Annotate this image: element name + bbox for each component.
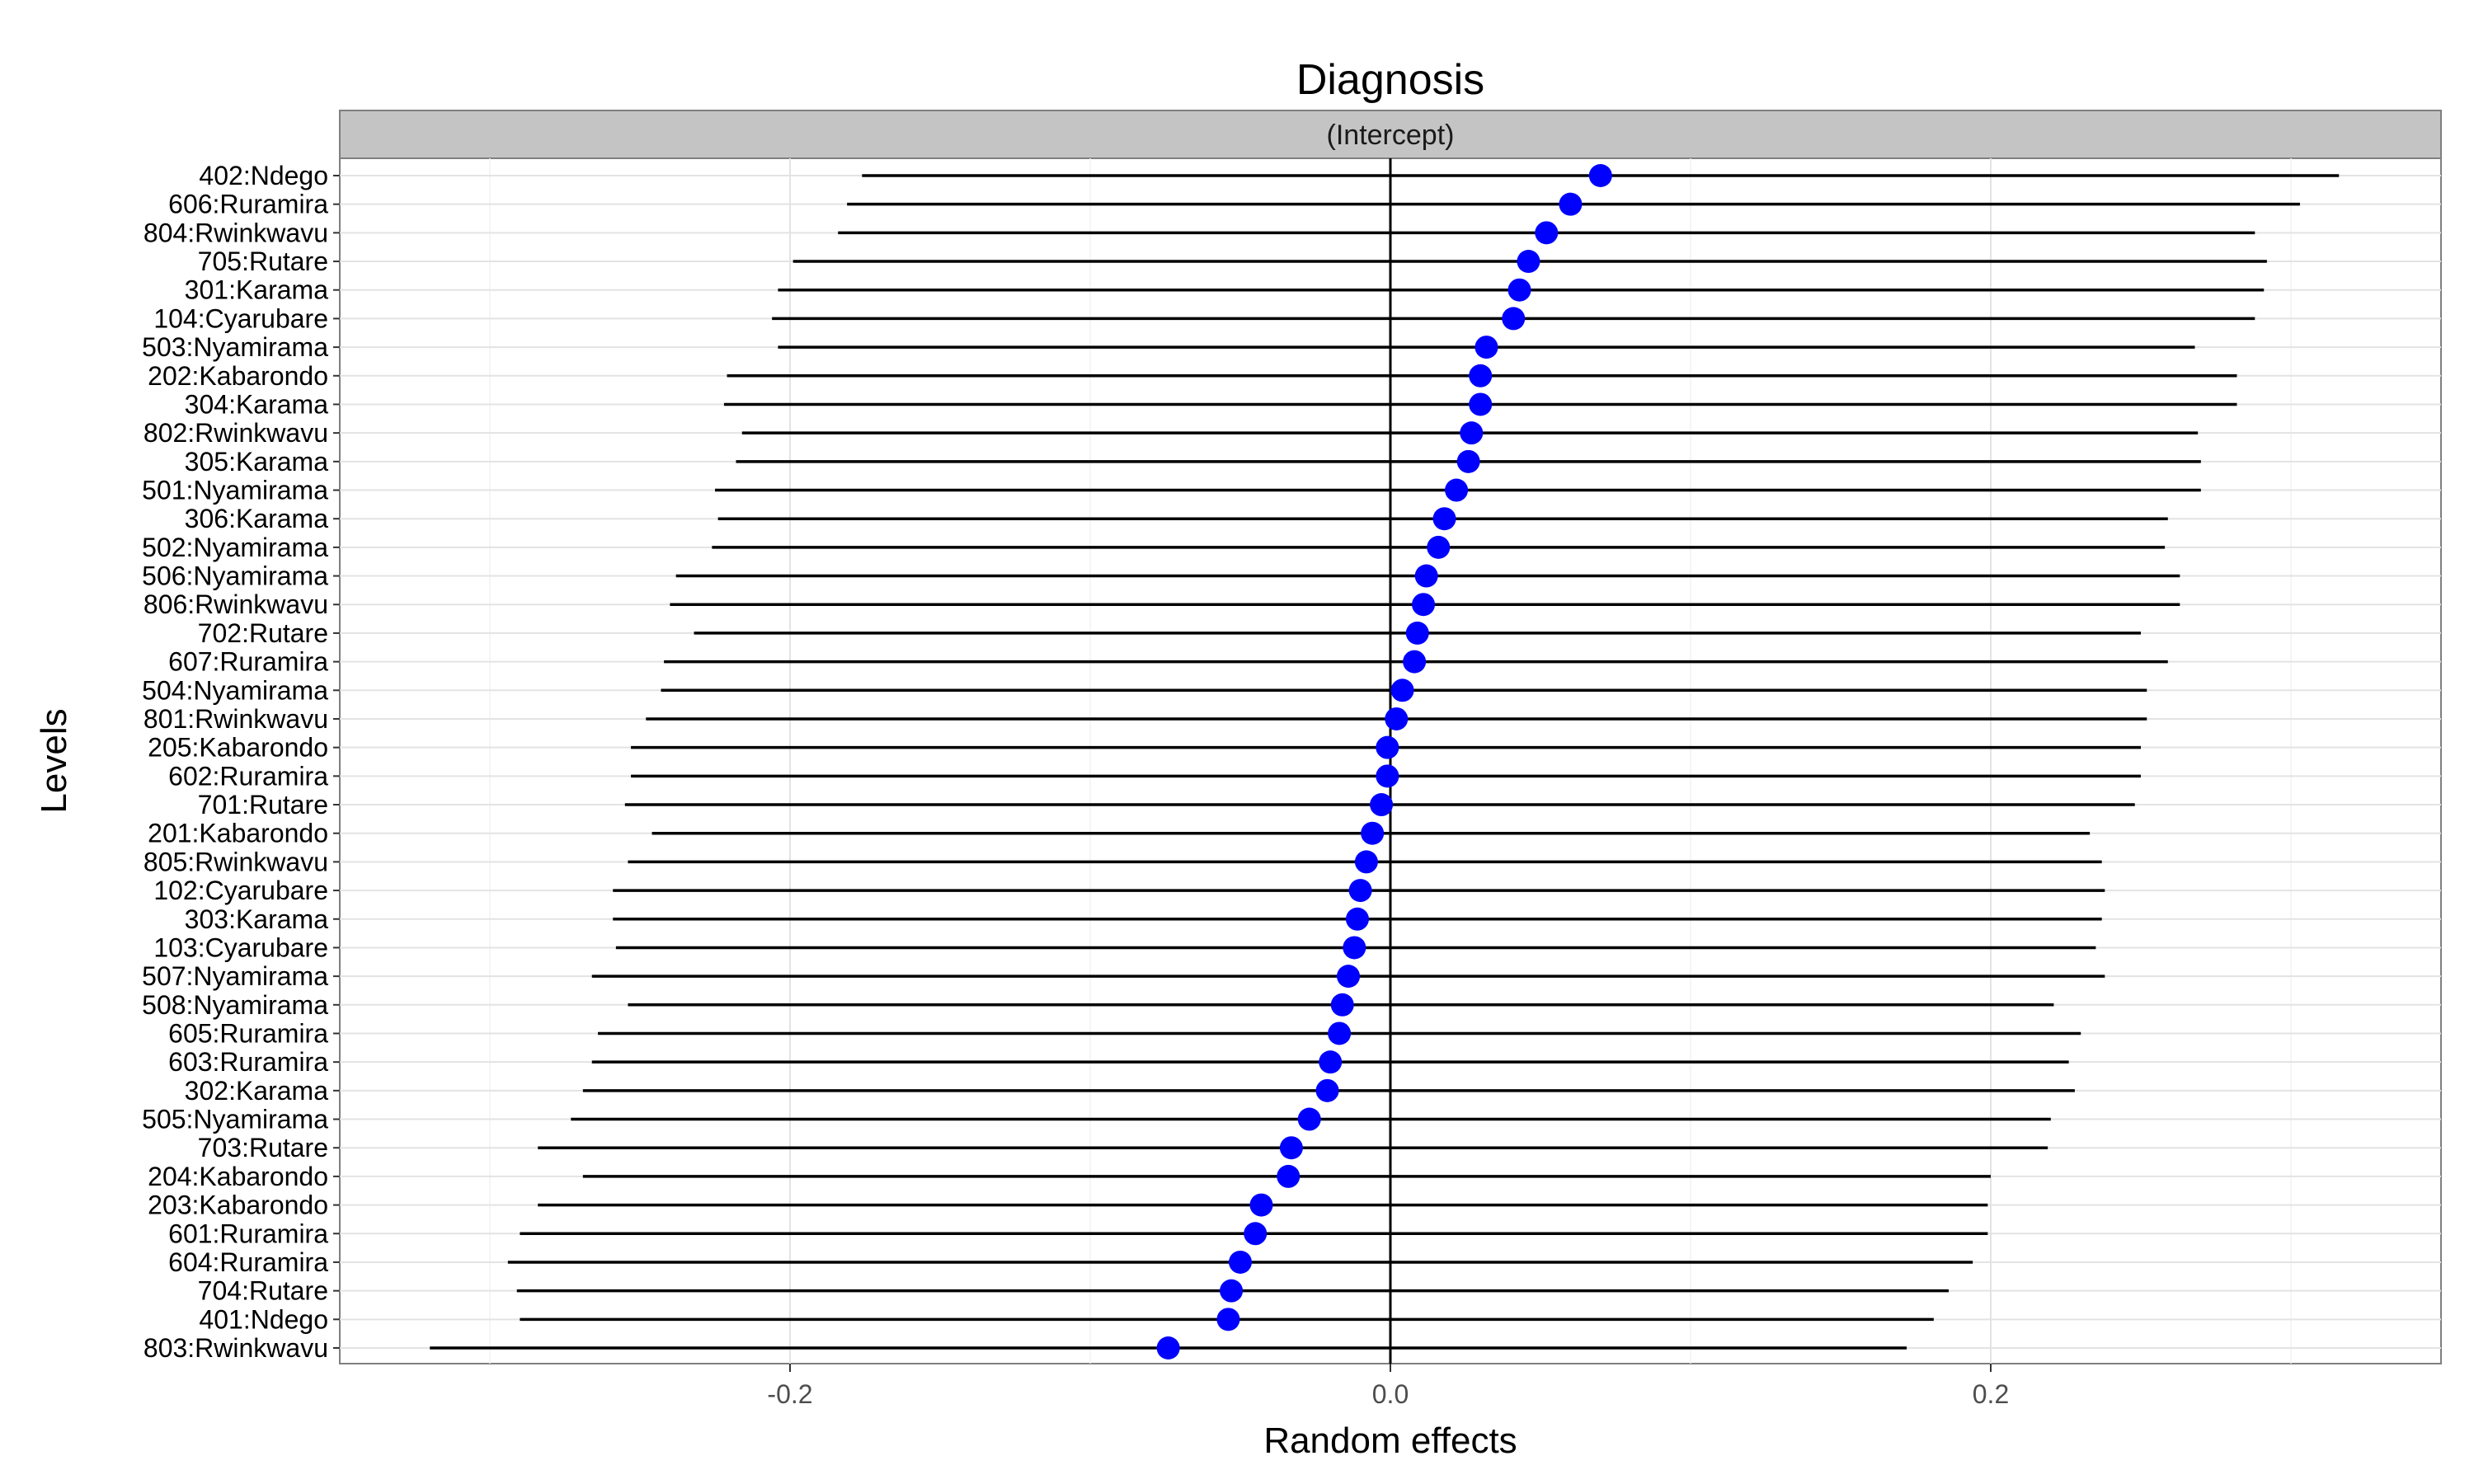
y-tick-label: 803:Rwinkwavu [143, 1333, 328, 1363]
estimate-point [1559, 192, 1583, 216]
x-tick-label: 0.2 [1973, 1379, 2009, 1409]
estimate-point [1297, 1107, 1321, 1131]
y-tick-label: 204:Kabarondo [148, 1162, 328, 1191]
estimate-point [1220, 1279, 1244, 1303]
estimate-point [1156, 1336, 1180, 1360]
x-axis-title: Random effects [1263, 1421, 1517, 1461]
y-tick-label: 303:Karama [185, 904, 329, 934]
estimate-points [1156, 164, 1612, 1360]
estimate-point [1405, 621, 1429, 645]
estimate-point [1330, 993, 1354, 1017]
estimate-point [1432, 507, 1456, 531]
estimate-point [1328, 1021, 1352, 1045]
estimate-point [1517, 250, 1540, 274]
estimate-point [1588, 164, 1612, 187]
y-tick-label: 304:Karama [185, 389, 329, 419]
y-tick-label: 402:Ndego [199, 161, 328, 190]
y-tick-label: 201:Kabarondo [148, 819, 328, 848]
estimate-point [1244, 1222, 1268, 1246]
y-tick-label: 705:Rutare [198, 247, 328, 276]
y-tick-label: 604:Ruramira [168, 1247, 328, 1277]
estimate-point [1403, 650, 1427, 674]
estimate-point [1376, 735, 1399, 759]
estimate-point [1343, 936, 1366, 960]
estimate-point [1427, 535, 1451, 559]
y-tick-label: 203:Kabarondo [148, 1190, 328, 1220]
estimate-point [1345, 907, 1369, 931]
estimate-point [1460, 421, 1484, 445]
y-tick-label: 606:Ruramira [168, 190, 328, 219]
estimate-point [1216, 1308, 1240, 1331]
y-tick-label: 805:Rwinkwavu [143, 847, 328, 876]
y-tick-label: 804:Rwinkwavu [143, 218, 328, 247]
panel-strip [339, 110, 2442, 159]
y-tick-label: 508:Nyamirama [142, 990, 328, 1020]
y-tick-label: 301:Karama [185, 275, 329, 305]
panel-strip-label: (Intercept) [1327, 120, 1455, 151]
estimate-point [1469, 392, 1493, 416]
estimate-point [1354, 850, 1378, 874]
y-tick-label: 605:Ruramira [168, 1018, 328, 1048]
y-axis-title: Levels [34, 708, 74, 813]
estimate-point [1507, 278, 1531, 302]
y-tick-label: 601:Ruramira [168, 1219, 328, 1248]
y-tick-label: 504:Nyamirama [142, 675, 328, 705]
y-tick-label: 104:Cyarubare [153, 303, 328, 333]
estimate-point [1279, 1136, 1303, 1160]
y-tick-label: 506:Nyamirama [142, 561, 328, 591]
estimate-point [1412, 593, 1436, 617]
y-tick-label: 802:Rwinkwavu [143, 418, 328, 448]
estimate-point [1229, 1250, 1252, 1274]
x-tick-label: 0.0 [1372, 1379, 1409, 1409]
y-tick-label: 306:Karama [185, 504, 329, 533]
estimate-point [1475, 336, 1498, 359]
y-tick-label: 507:Nyamirama [142, 961, 328, 991]
y-tick-label: 202:Kabarondo [148, 361, 328, 391]
y-tick-label: 703:Rutare [198, 1133, 328, 1162]
estimate-point [1469, 364, 1493, 387]
estimate-point [1319, 1050, 1343, 1074]
y-tick-label: 801:Rwinkwavu [143, 704, 328, 734]
y-tick-label: 602:Ruramira [168, 761, 328, 791]
estimate-point [1370, 793, 1394, 817]
y-tick-label: 702:Rutare [198, 618, 328, 648]
y-tick-label: 603:Ruramira [168, 1047, 328, 1077]
y-tick-label: 502:Nyamirama [142, 533, 328, 562]
y-tick-label: 806:Rwinkwavu [143, 589, 328, 619]
y-tick-label: 401:Ndego [199, 1304, 328, 1334]
estimate-point [1376, 764, 1399, 788]
y-tick-label: 704:Rutare [198, 1276, 328, 1306]
estimate-point [1385, 707, 1409, 730]
chart-title: Diagnosis [1296, 56, 1484, 104]
estimate-point [1361, 821, 1385, 845]
y-tick-label: 503:Nyamirama [142, 332, 328, 362]
estimate-point [1337, 965, 1361, 989]
estimate-point [1348, 879, 1372, 903]
y-tick-label: 205:Kabarondo [148, 733, 328, 763]
estimate-point [1456, 449, 1480, 473]
x-axis-ticks: -0.2 0.0 0.2 [767, 1364, 2009, 1409]
y-tick-label: 103:Cyarubare [153, 932, 328, 962]
y-tick-label: 607:Ruramira [168, 647, 328, 677]
estimate-point [1277, 1164, 1300, 1188]
estimate-point [1390, 679, 1414, 702]
estimate-point [1414, 564, 1438, 588]
estimate-point [1445, 478, 1469, 502]
estimate-point [1315, 1078, 1339, 1102]
y-tick-label: 701:Rutare [198, 790, 328, 819]
x-tick-label: -0.2 [767, 1379, 812, 1409]
y-tick-label: 102:Cyarubare [153, 876, 328, 905]
y-tick-label: 501:Nyamirama [142, 476, 328, 505]
y-tick-label: 302:Karama [185, 1076, 329, 1106]
estimate-point [1502, 307, 1526, 331]
y-axis-ticks: 402:Ndego606:Ruramira804:Rwinkwavu705:Ru… [142, 161, 340, 1363]
estimate-point [1249, 1193, 1273, 1217]
y-tick-label: 305:Karama [185, 447, 329, 477]
estimate-point [1535, 221, 1559, 245]
y-tick-label: 505:Nyamirama [142, 1105, 328, 1134]
